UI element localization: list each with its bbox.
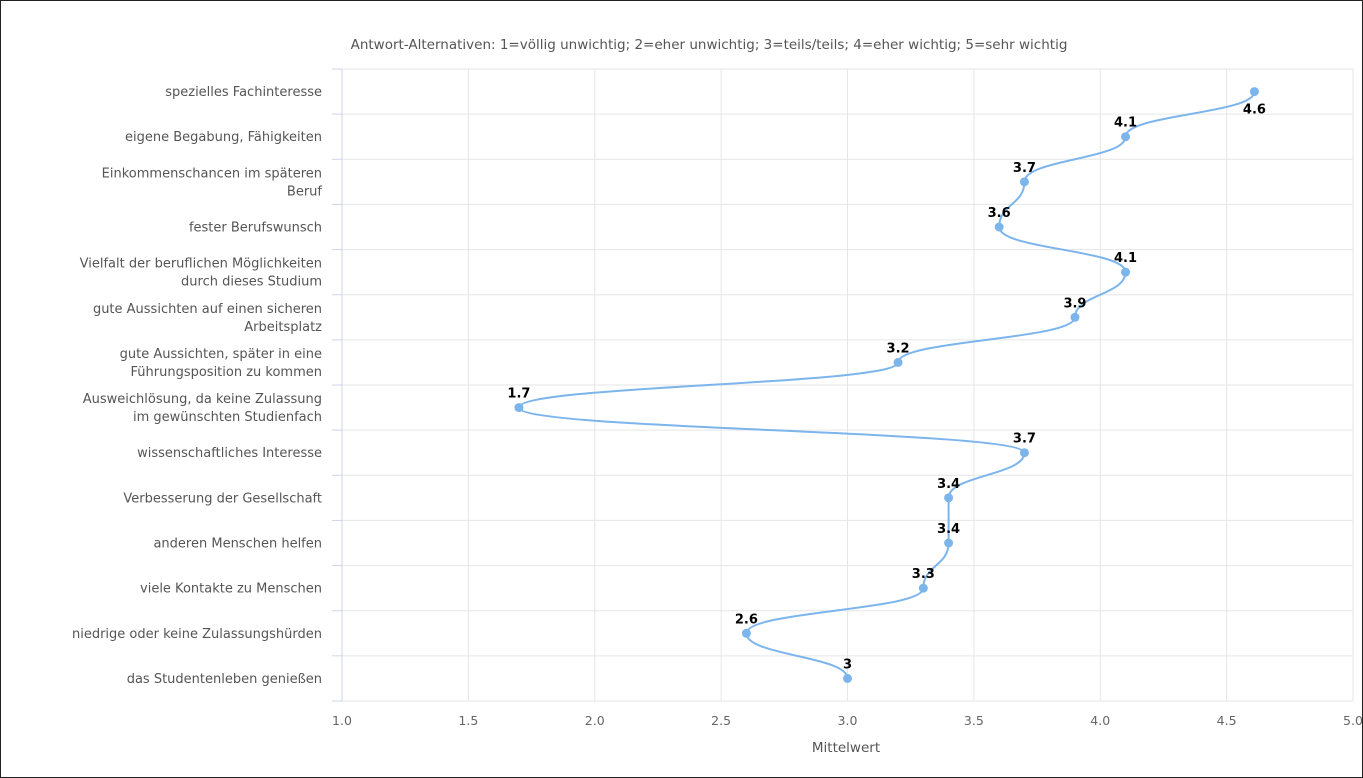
category-label: Verbesserung der Gesellschaft	[123, 491, 322, 506]
data-point[interactable]	[1121, 267, 1131, 277]
category-label: viele Kontakte zu Menschen	[140, 582, 322, 597]
data-label: 3.3	[912, 567, 935, 582]
category-label: fester Berufswunsch	[189, 221, 322, 236]
data-label: 4.6	[1243, 103, 1266, 118]
data-point[interactable]	[1121, 132, 1131, 142]
data-point[interactable]	[1249, 87, 1259, 97]
category-label: eigene Begabung, Fähigkeiten	[125, 130, 322, 145]
x-tick-label: 2.0	[585, 713, 605, 728]
category-label: das Studentenleben genießen	[127, 672, 322, 687]
category-label: Ausweichlösung, da keine Zulassung im gew…	[83, 392, 322, 425]
data-label: 1.7	[507, 387, 530, 402]
x-tick-label: 4.5	[1217, 713, 1237, 728]
x-tick-label: 3.0	[838, 713, 858, 728]
data-point[interactable]	[944, 538, 954, 548]
series	[514, 87, 1259, 683]
axes	[332, 68, 343, 702]
data-label: 3.7	[1013, 432, 1036, 447]
category-label: niedrige oder keine Zulassungshürden	[72, 627, 322, 642]
data-labels: 4.6 4.1 3.7 3.6 4.1 3.9 3.2 1.7 3.7 3.4 3.4 3.3 2.6 3	[507, 103, 1266, 673]
data-label: 4.1	[1114, 251, 1137, 266]
data-label: 3.9	[1063, 296, 1086, 311]
category-label: Vielfalt der beruflichen Möglichkeiten du…	[80, 257, 322, 290]
category-label: anderen Menschen helfen	[153, 537, 322, 552]
x-tick-label: 4.0	[1090, 713, 1110, 728]
data-point[interactable]	[1070, 312, 1080, 322]
data-point[interactable]	[1019, 177, 1029, 187]
data-label: 3.4	[937, 477, 960, 492]
data-point[interactable]	[994, 222, 1004, 232]
category-label: spezielles Fachinteresse	[165, 85, 322, 100]
data-label: 3.6	[988, 206, 1011, 221]
x-axis-title: Mittelwert	[812, 740, 880, 756]
data-label: 3.4	[937, 522, 960, 537]
data-label: 3.2	[887, 341, 910, 356]
x-tick-label: 5.0	[1343, 713, 1362, 728]
data-point[interactable]	[514, 403, 524, 413]
data-point[interactable]	[918, 583, 928, 593]
category-label: wissenschaftliches Interesse	[137, 446, 322, 461]
category-label: gute Aussichten, später in eine Führungsp…	[120, 347, 322, 380]
data-point[interactable]	[893, 357, 903, 367]
data-label: 3.7	[1013, 161, 1036, 176]
data-label: 3	[843, 657, 852, 672]
x-tick-label: 2.5	[711, 713, 731, 728]
x-tick-label: 3.5	[964, 713, 984, 728]
category-labels: spezielles Fachinteresse eigene Begabung,…	[72, 85, 322, 687]
data-point[interactable]	[843, 673, 852, 683]
chart-subtitle: Antwort-Alternativen: 1=völlig unwichtig…	[351, 37, 1068, 53]
data-point[interactable]	[944, 493, 954, 503]
x-tick-labels: 1.0 1.5 2.0 2.5 3.0 3.5 4.0 4.5 5.0	[332, 713, 1362, 728]
grid	[342, 68, 1354, 702]
category-label: Einkommenschancen im späteren Beruf	[102, 166, 323, 199]
data-point[interactable]	[741, 628, 751, 638]
data-point[interactable]	[1019, 448, 1029, 458]
x-tick-label: 1.5	[458, 713, 478, 728]
series-line	[517, 91, 1256, 679]
data-label: 4.1	[1114, 116, 1137, 131]
data-label: 2.6	[735, 612, 758, 627]
x-tick-label: 1.0	[332, 713, 352, 728]
category-label: gute Aussichten auf einen sicheren Arbeit…	[93, 302, 322, 335]
